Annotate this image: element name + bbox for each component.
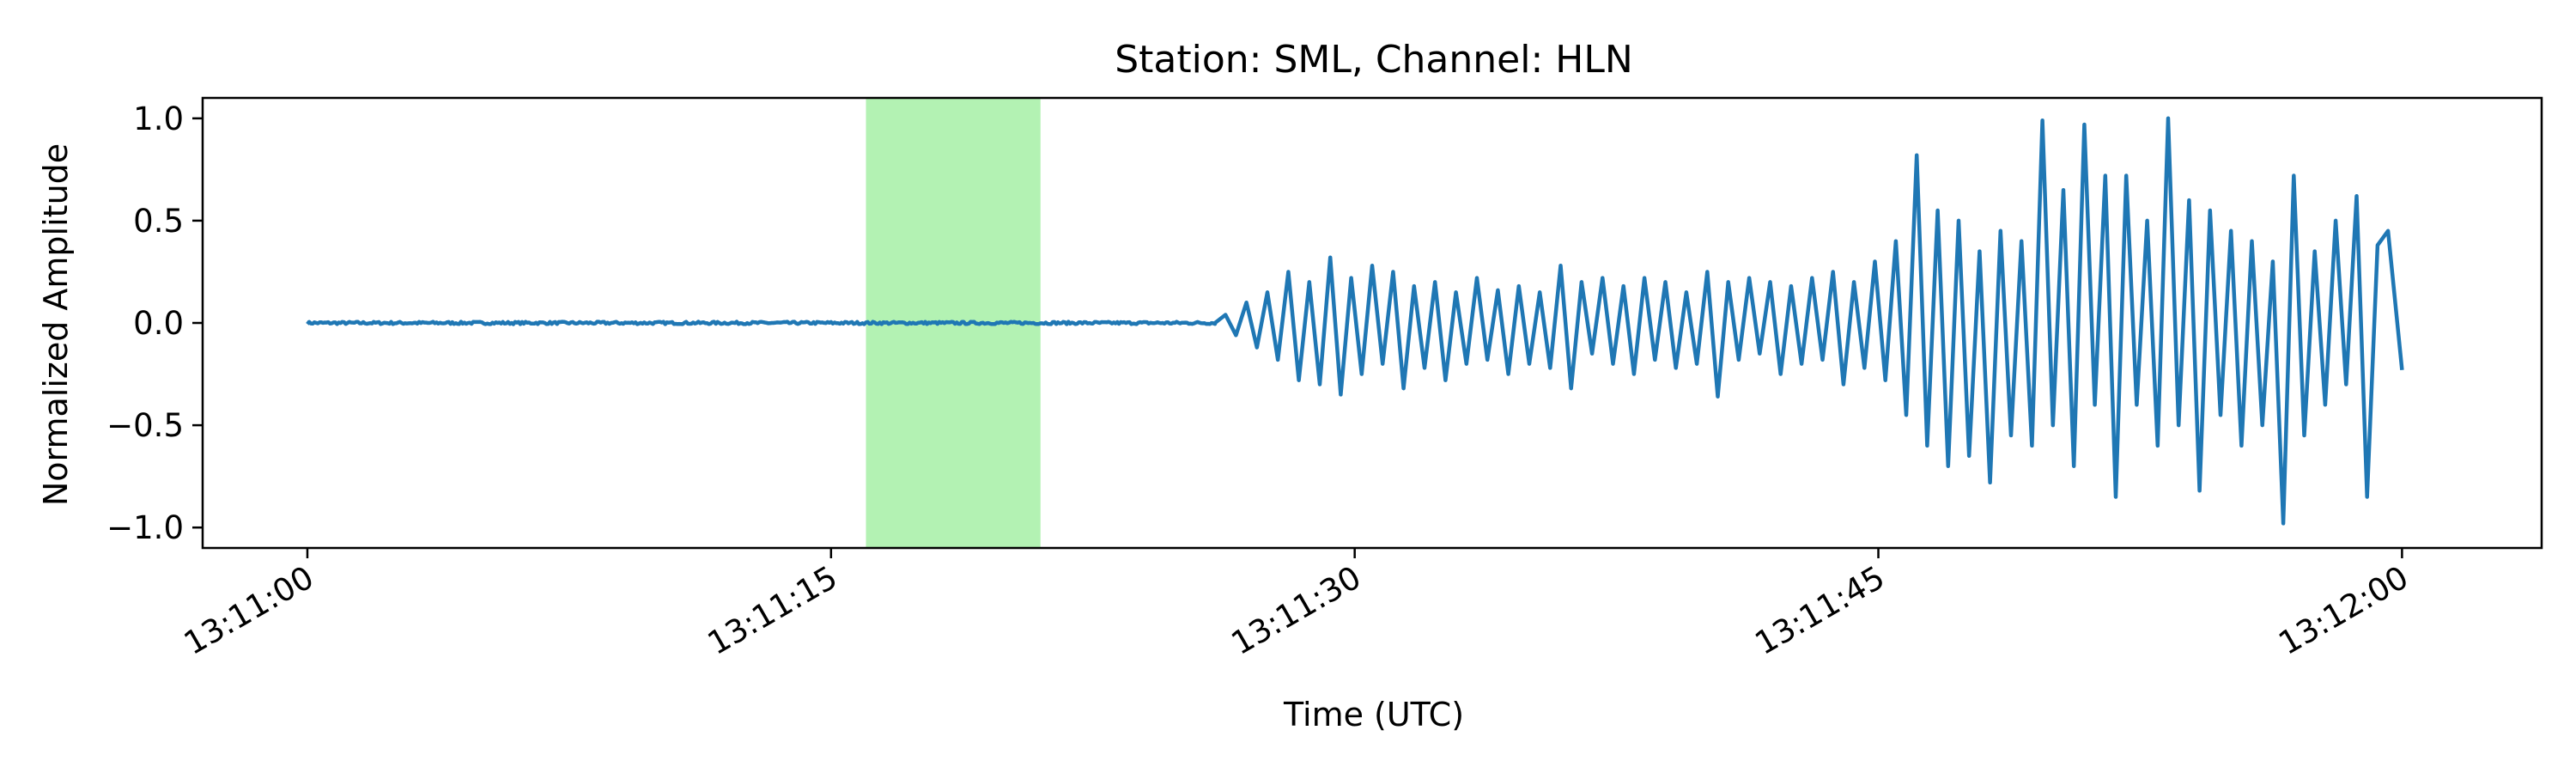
chart-title: Station: SML, Channel: HLN	[1115, 38, 1633, 82]
y-tick-label: −1.0	[106, 509, 184, 546]
x-tick-label: 13:11:00	[178, 559, 319, 662]
x-tick-label: 13:11:45	[1749, 559, 1891, 662]
x-axis-label: Time (UTC)	[1283, 696, 1464, 733]
y-tick-label: 1.0	[133, 100, 184, 137]
x-tick-label: 13:12:00	[2272, 559, 2414, 662]
series-line	[306, 116, 2404, 526]
x-tick-label: 13:11:30	[1225, 559, 1367, 662]
y-tick-label: 0.5	[133, 203, 184, 240]
x-tick-label: 13:11:15	[702, 559, 843, 662]
y-tick-label: −0.5	[106, 407, 184, 444]
y-axis-label: Normalized Amplitude	[37, 143, 75, 506]
y-tick-label: 0.0	[133, 305, 184, 342]
